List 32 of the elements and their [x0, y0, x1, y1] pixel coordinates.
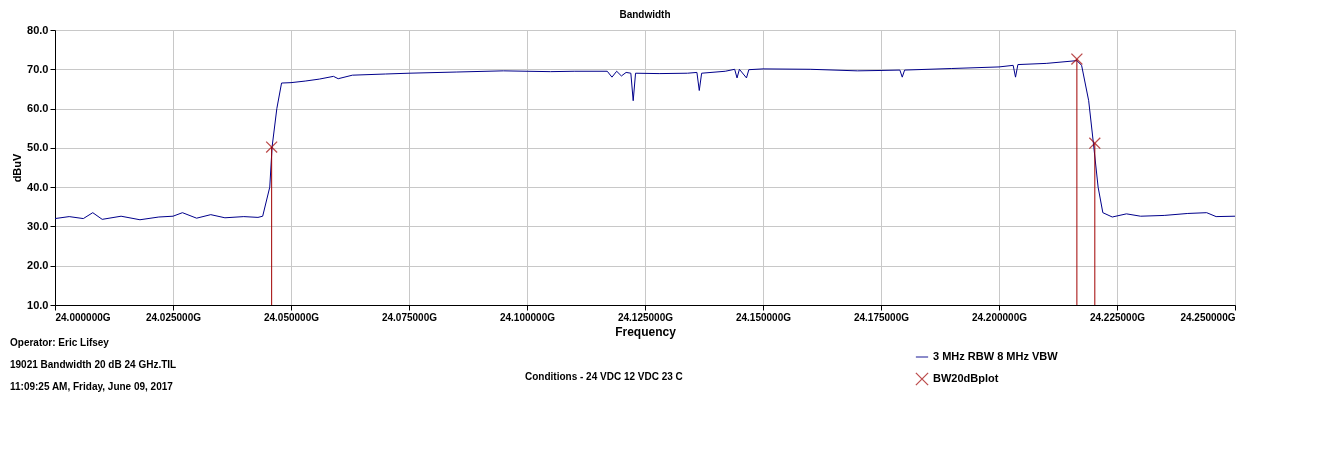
point	[1070, 52, 1084, 66]
y-tick-label: 80.0	[27, 23, 49, 36]
y-axis-title: dBuV	[11, 152, 24, 183]
x-tick-label: 24.175000G	[853, 311, 910, 323]
y-tick-label: 20.0	[27, 259, 49, 272]
y-tick-label: 30.0	[27, 219, 49, 232]
y-tick-label: 10.0	[27, 298, 49, 311]
x-tick-label: 24.200000G	[971, 311, 1028, 323]
y-tick-label: 40.0	[27, 180, 49, 193]
legend-label: BW20dBplot	[933, 372, 999, 384]
x-tick-label: 24.025000G	[145, 311, 202, 323]
line-series	[55, 60, 1235, 221]
legend-label: 3 MHz RBW 8 MHz VBW	[933, 350, 1059, 362]
x-tick-label: 24.150000G	[735, 311, 792, 323]
y-tick-label: 60.0	[27, 102, 49, 115]
text: 19021 Bandwidth 20 dB 24 GHz.TIL	[10, 359, 177, 370]
x-tick-label: 24.100000G	[499, 311, 556, 323]
text: Operator: Eric Lifsey	[10, 337, 110, 348]
point	[265, 140, 278, 154]
x-tick-label: 24.225000G	[1089, 311, 1146, 323]
text: Conditions - 24 VDC 12 VDC 23 C	[525, 371, 683, 382]
x-tick-label: 24.250000G	[1180, 311, 1236, 323]
x-axis-title: Frequency	[615, 324, 677, 339]
y-tick-label: 70.0	[27, 62, 49, 75]
point	[1088, 137, 1101, 150]
x-tick-label: 24.000000G	[55, 311, 111, 323]
x-tick-label: 24.075000G	[381, 311, 438, 323]
text: 11:09:25 AM, Friday, June 09, 2017	[10, 381, 174, 392]
x-tick-label: 24.125000G	[617, 311, 674, 323]
y-tick-label: 50.0	[27, 141, 49, 154]
chart-title: Bandwidth	[619, 9, 671, 20]
x-tick-label: 24.050000G	[263, 311, 320, 323]
